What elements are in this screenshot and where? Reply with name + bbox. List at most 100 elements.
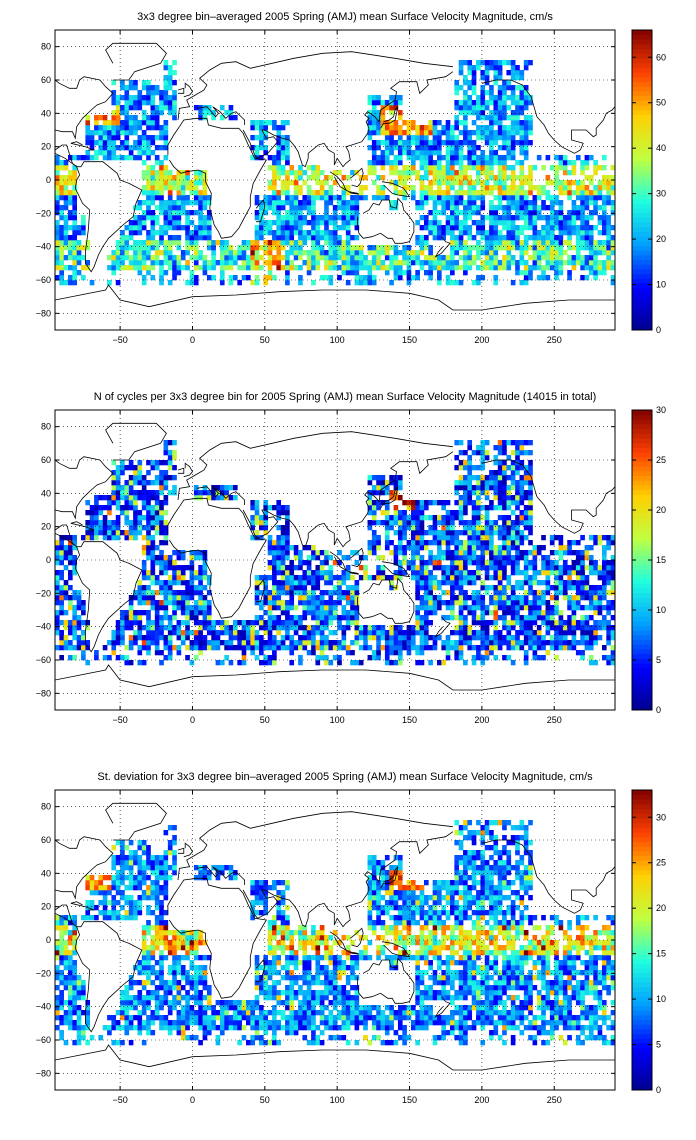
heatmap-cell [415,570,420,576]
heatmap-cell [289,635,295,641]
heatmap-cell [267,535,273,541]
heatmap-cell [128,230,134,236]
heatmap-cell [476,265,481,271]
heatmap-cell [423,135,429,141]
heatmap-cell [146,545,151,551]
heatmap-cell [167,575,173,581]
heatmap-cell [558,245,564,251]
heatmap-cell [124,255,130,261]
heatmap-cell [306,560,312,566]
heatmap-cell [254,575,260,581]
heatmap-cell [302,640,308,646]
heatmap-cell [150,140,156,146]
heatmap-cell [128,505,134,511]
heatmap-cell [428,660,433,666]
colorbar-tick-label: 30 [656,189,666,199]
heatmap-cell [81,230,86,236]
heatmap-cell [137,140,143,146]
heatmap-cell [476,515,481,521]
heatmap-cell [445,195,451,201]
heatmap-cell [141,220,147,226]
heatmap-cell [150,125,156,131]
heatmap-cell [554,220,559,226]
heatmap-cell [558,565,564,571]
heatmap-cell [580,630,585,636]
heatmap-cell [289,645,295,651]
heatmap-cell [302,180,308,186]
heatmap-cell [497,90,503,96]
heatmap-cell [415,510,420,516]
heatmap-cell [419,545,425,551]
heatmap-cell [467,645,473,651]
heatmap-cell [567,210,572,216]
heatmap-cell [389,130,394,136]
colorbar-swatch [632,306,652,312]
heatmap-cell [428,575,433,581]
heatmap-cell [454,120,460,126]
heatmap-cell [120,505,125,511]
heatmap-cell [450,130,455,136]
heatmap-cell [423,175,429,181]
heatmap-cell [471,190,477,196]
heatmap-cell [493,585,499,591]
heatmap-cell [502,525,507,531]
heatmap-cell [463,530,468,536]
heatmap-cell [432,175,438,181]
heatmap-cell [146,635,151,641]
heatmap-cell [150,100,156,106]
heatmap-cell [59,270,64,276]
heatmap-cell [137,265,143,271]
heatmap-cell [159,625,164,631]
heatmap-cell [163,210,169,216]
heatmap-cell [463,105,468,111]
heatmap-cell [128,85,134,91]
heatmap-cell [328,640,334,646]
heatmap-cell [137,585,143,591]
heatmap-cell [384,145,390,151]
heatmap-cell [389,265,394,271]
heatmap-cell [610,275,615,281]
heatmap-cell [549,640,555,646]
heatmap-cell [489,110,494,116]
heatmap-cell [606,630,611,636]
colorbar-swatch [632,147,652,153]
heatmap-cell [306,255,312,261]
heatmap-cell [81,655,86,661]
heatmap-cell [484,630,490,636]
heatmap-cell [324,200,329,206]
heatmap-cell [202,560,208,566]
heatmap-cell [115,115,121,121]
heatmap-cell [432,145,438,151]
heatmap-cell [280,590,286,596]
heatmap-cell [458,645,464,651]
heatmap-cell [532,635,538,641]
heatmap-cell [328,615,334,621]
heatmap-cell [289,205,295,211]
heatmap-cell [454,615,460,621]
heatmap-cell [606,230,611,236]
heatmap-cell [115,620,121,626]
heatmap-cell [593,570,598,576]
heatmap-cell [593,185,598,191]
heatmap-cell [81,605,86,611]
heatmap-cell [254,150,260,156]
heatmap-cell [298,205,303,211]
heatmap-cell [311,555,316,561]
heatmap-cell [476,125,481,131]
heatmap-cell [515,225,520,231]
heatmap-cell [484,625,490,631]
heatmap-cell [376,505,381,511]
heatmap-cell [493,110,499,116]
heatmap-cell [55,165,60,171]
heatmap-cell [506,620,512,626]
heatmap-cell [111,150,117,156]
heatmap-cell [506,525,512,531]
heatmap-cell [72,615,77,621]
heatmap-cell [172,205,177,211]
heatmap-cell [76,255,82,261]
heatmap-cell [276,150,282,156]
heatmap-cell [98,145,104,151]
heatmap-cell [402,645,407,651]
heatmap-cell [154,255,160,261]
heatmap-cell [228,275,234,281]
